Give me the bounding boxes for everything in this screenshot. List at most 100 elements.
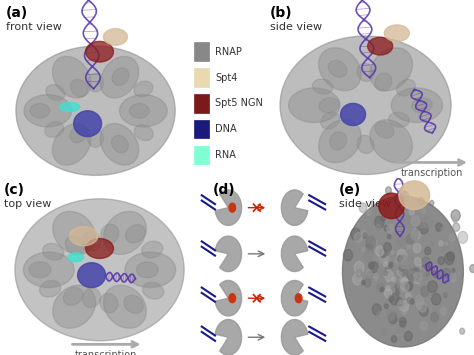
Circle shape xyxy=(371,201,374,206)
Circle shape xyxy=(409,271,417,280)
Circle shape xyxy=(355,233,362,242)
Circle shape xyxy=(396,289,400,294)
Circle shape xyxy=(422,257,430,267)
FancyBboxPatch shape xyxy=(194,120,209,138)
Circle shape xyxy=(359,203,367,212)
Ellipse shape xyxy=(396,79,415,96)
FancyBboxPatch shape xyxy=(194,68,209,87)
Ellipse shape xyxy=(88,73,103,92)
Text: front view: front view xyxy=(6,22,62,32)
Ellipse shape xyxy=(69,226,98,246)
Circle shape xyxy=(417,226,420,230)
Ellipse shape xyxy=(134,81,153,97)
FancyBboxPatch shape xyxy=(194,146,209,164)
Circle shape xyxy=(445,268,453,279)
Circle shape xyxy=(407,269,410,273)
Circle shape xyxy=(447,252,455,261)
Ellipse shape xyxy=(82,231,100,251)
Ellipse shape xyxy=(100,56,139,98)
Text: transcription: transcription xyxy=(74,350,137,355)
Circle shape xyxy=(443,268,450,277)
Circle shape xyxy=(391,251,394,255)
Circle shape xyxy=(396,236,404,245)
Circle shape xyxy=(434,268,439,274)
Circle shape xyxy=(406,293,411,300)
Circle shape xyxy=(395,284,400,289)
Circle shape xyxy=(383,242,392,252)
Circle shape xyxy=(429,200,434,206)
Circle shape xyxy=(354,262,364,274)
Circle shape xyxy=(373,240,377,245)
Ellipse shape xyxy=(46,84,65,100)
Circle shape xyxy=(385,263,392,273)
Circle shape xyxy=(449,234,455,241)
Circle shape xyxy=(387,234,391,239)
Text: (b): (b) xyxy=(270,6,292,20)
Circle shape xyxy=(423,269,429,276)
Circle shape xyxy=(377,284,384,292)
Ellipse shape xyxy=(126,225,145,243)
Circle shape xyxy=(409,269,414,275)
Circle shape xyxy=(427,264,430,269)
Circle shape xyxy=(383,262,387,267)
Circle shape xyxy=(431,294,441,305)
Text: top view: top view xyxy=(4,199,51,209)
Ellipse shape xyxy=(65,236,85,254)
Circle shape xyxy=(295,294,302,302)
Circle shape xyxy=(390,293,399,305)
Ellipse shape xyxy=(142,241,163,258)
Circle shape xyxy=(396,298,403,306)
Ellipse shape xyxy=(53,285,96,328)
Circle shape xyxy=(431,241,435,246)
Text: transcription: transcription xyxy=(401,168,464,178)
Wedge shape xyxy=(282,190,308,225)
Circle shape xyxy=(401,282,406,289)
Circle shape xyxy=(400,278,410,290)
Circle shape xyxy=(440,240,449,251)
Circle shape xyxy=(394,257,400,264)
Circle shape xyxy=(438,257,444,265)
Ellipse shape xyxy=(16,46,175,175)
Wedge shape xyxy=(282,320,308,355)
Circle shape xyxy=(403,282,408,289)
Ellipse shape xyxy=(389,112,409,127)
Circle shape xyxy=(451,210,460,221)
Circle shape xyxy=(395,291,400,296)
Circle shape xyxy=(386,250,390,255)
Ellipse shape xyxy=(375,73,392,91)
Circle shape xyxy=(393,255,401,264)
Circle shape xyxy=(392,277,396,282)
Circle shape xyxy=(397,278,403,285)
Circle shape xyxy=(404,215,412,225)
Circle shape xyxy=(389,296,393,302)
Circle shape xyxy=(458,231,468,244)
Circle shape xyxy=(399,256,408,267)
Ellipse shape xyxy=(23,252,74,288)
Ellipse shape xyxy=(411,98,432,113)
Circle shape xyxy=(404,331,412,341)
Circle shape xyxy=(441,227,444,231)
Ellipse shape xyxy=(39,280,61,297)
FancyBboxPatch shape xyxy=(194,94,209,113)
Circle shape xyxy=(410,269,414,275)
Ellipse shape xyxy=(328,60,347,77)
Ellipse shape xyxy=(129,103,149,118)
Circle shape xyxy=(376,224,381,230)
Circle shape xyxy=(389,313,397,324)
Ellipse shape xyxy=(53,124,91,165)
Circle shape xyxy=(401,252,407,260)
Circle shape xyxy=(362,230,366,236)
Circle shape xyxy=(229,203,236,212)
Text: RNA: RNA xyxy=(215,150,236,160)
Circle shape xyxy=(399,277,405,284)
Circle shape xyxy=(410,230,419,241)
Ellipse shape xyxy=(100,124,139,165)
Circle shape xyxy=(400,264,405,271)
Circle shape xyxy=(389,262,393,267)
Circle shape xyxy=(401,301,409,311)
Circle shape xyxy=(450,274,456,282)
Ellipse shape xyxy=(100,224,119,244)
Circle shape xyxy=(460,328,465,334)
Ellipse shape xyxy=(125,252,176,288)
Ellipse shape xyxy=(71,79,87,97)
